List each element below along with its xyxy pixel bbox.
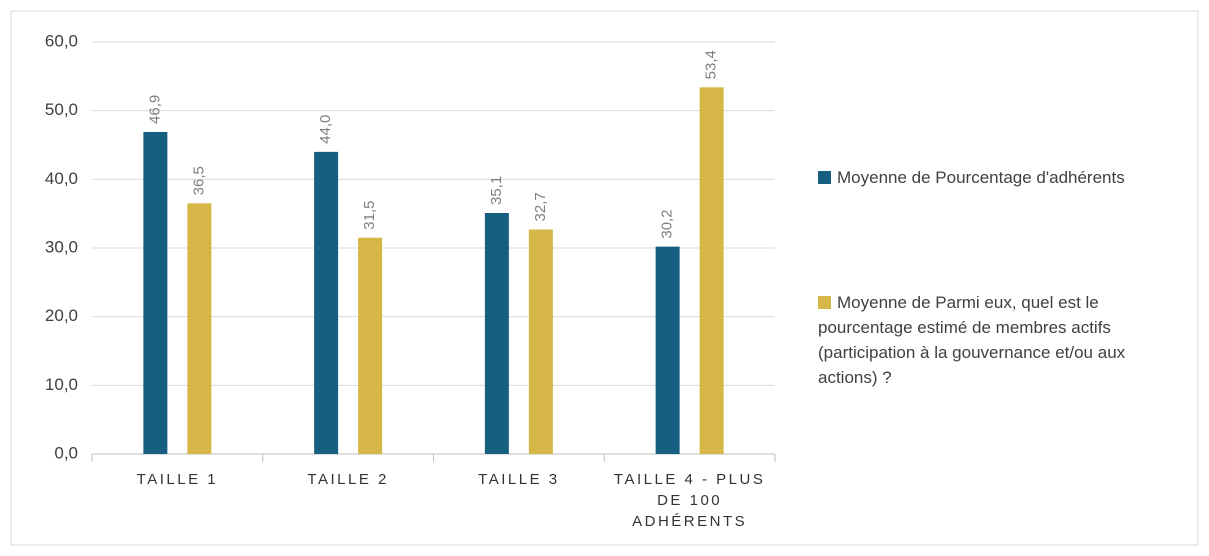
y-tick-label: 0,0 <box>54 443 78 462</box>
y-tick-label: 20,0 <box>45 306 78 325</box>
y-tick-label: 10,0 <box>45 375 78 394</box>
x-tick-label: TAILLE 4 - PLUS DE 100 ADHÉRENTS <box>613 471 766 530</box>
value-label: 32,7 <box>532 192 549 221</box>
value-label: 46,9 <box>146 95 163 124</box>
value-label: 53,4 <box>703 50 720 79</box>
bar <box>655 246 680 454</box>
value-label: 44,0 <box>317 115 334 144</box>
bar <box>187 203 212 454</box>
value-label: 31,5 <box>361 200 378 229</box>
x-tick-label: TAILLE 2 <box>307 471 389 488</box>
chart-border <box>10 10 1199 546</box>
value-label: 36,5 <box>190 166 207 195</box>
bar <box>484 212 509 454</box>
y-tick-label: 40,0 <box>45 169 78 188</box>
value-label: 35,1 <box>488 176 505 205</box>
x-tick-label: TAILLE 3 <box>478 471 560 488</box>
y-tick-label: 50,0 <box>45 100 78 119</box>
legend-item: Moyenne de Pourcentage d'adhérents <box>818 165 1178 190</box>
legend-label: Moyenne de Pourcentage d'adhérents <box>837 168 1125 187</box>
legend-swatch <box>818 171 831 184</box>
value-label: 30,2 <box>659 209 676 238</box>
bar <box>314 151 339 454</box>
legend-item: Moyenne de Parmi eux, quel est le pource… <box>818 290 1178 390</box>
bar <box>528 229 553 454</box>
legend-swatch <box>818 296 831 309</box>
bar <box>699 87 724 454</box>
y-tick-label: 60,0 <box>45 31 78 50</box>
x-tick-label: TAILLE 1 <box>136 471 219 488</box>
y-tick-label: 30,0 <box>45 237 78 256</box>
bar <box>358 237 383 454</box>
bar <box>143 131 168 454</box>
legend-label: Moyenne de Parmi eux, quel est le pource… <box>818 293 1126 387</box>
